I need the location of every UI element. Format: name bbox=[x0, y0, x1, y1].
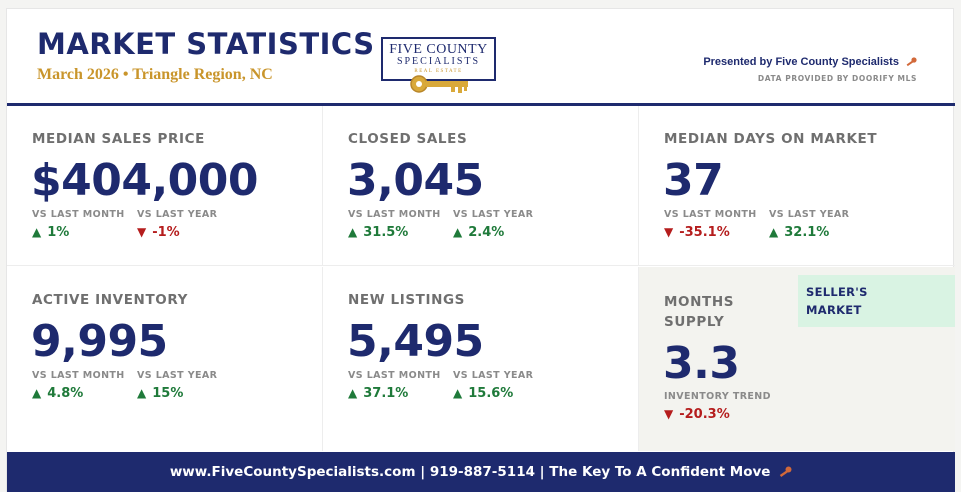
vs-last-year-label: VS LAST YEAR bbox=[453, 370, 534, 381]
stat-label: CLOSED SALES bbox=[348, 131, 468, 147]
stat-label: MEDIAN SALES PRICE bbox=[32, 131, 205, 147]
vs-last-month-label: VS LAST MONTH bbox=[32, 209, 125, 220]
year-change-value: 15.6% bbox=[468, 386, 514, 401]
month-change: ▲ 37.1% bbox=[348, 386, 408, 401]
stat-value: 9,995 bbox=[31, 316, 168, 367]
triangle-up-icon: ▲ bbox=[453, 225, 463, 239]
key-icon bbox=[906, 57, 917, 67]
logo-line1: FIVE COUNTY bbox=[389, 42, 488, 57]
stat-label: MEDIAN DAYS ON MARKET bbox=[664, 131, 878, 147]
logo-line3: REAL ESTATE bbox=[414, 69, 463, 74]
stats-grid: MEDIAN SALES PRICE $404,000 VS LAST MONT… bbox=[7, 106, 955, 451]
triangle-up-icon: ▲ bbox=[137, 386, 147, 400]
triangle-down-icon: ▼ bbox=[664, 225, 674, 239]
triangle-up-icon: ▲ bbox=[453, 386, 463, 400]
header-divider bbox=[7, 103, 955, 106]
inventory-trend-label: INVENTORY TREND bbox=[664, 391, 771, 402]
badge-line2: MARKET bbox=[806, 303, 862, 317]
triangle-up-icon: ▲ bbox=[769, 225, 779, 239]
key-icon bbox=[410, 75, 468, 93]
market-statistics-card: MARKET STATISTICS March 2026 • Triangle … bbox=[6, 8, 955, 492]
vs-last-month-label: VS LAST MONTH bbox=[32, 370, 125, 381]
month-change-value: 4.8% bbox=[47, 386, 84, 401]
vs-last-year-label: VS LAST YEAR bbox=[453, 209, 534, 220]
year-change-value: -1% bbox=[152, 225, 180, 240]
month-change-value: 37.1% bbox=[363, 386, 409, 401]
month-change-value: -35.1% bbox=[679, 225, 730, 240]
triangle-up-icon: ▲ bbox=[32, 225, 42, 239]
year-change-value: 32.1% bbox=[784, 225, 830, 240]
month-change-value: 1% bbox=[47, 225, 70, 240]
triangle-down-icon: ▼ bbox=[137, 225, 147, 239]
vs-last-month-label: VS LAST MONTH bbox=[348, 370, 441, 381]
year-change: ▲ 15% bbox=[137, 386, 183, 401]
stat-label: ACTIVE INVENTORY bbox=[32, 292, 188, 308]
month-change-value: 31.5% bbox=[363, 225, 409, 240]
year-change: ▼ -1% bbox=[137, 225, 180, 240]
year-change-value: 2.4% bbox=[468, 225, 505, 240]
year-change-value: 15% bbox=[152, 386, 184, 401]
vs-last-year-label: VS LAST YEAR bbox=[137, 370, 218, 381]
data-source: DATA PROVIDED BY DOORIFY MLS bbox=[757, 74, 917, 83]
presented-by: Presented by Five County Specialists bbox=[703, 56, 917, 68]
page-title: MARKET STATISTICS bbox=[37, 27, 375, 61]
stat-label-line2: SUPPLY bbox=[664, 314, 725, 330]
month-change: ▲ 4.8% bbox=[32, 386, 83, 401]
year-change: ▲ 2.4% bbox=[453, 225, 504, 240]
triangle-up-icon: ▲ bbox=[32, 386, 42, 400]
stat-value: 3.3 bbox=[663, 338, 740, 389]
inventory-trend-change: ▼ -20.3% bbox=[664, 407, 730, 422]
vs-last-year-label: VS LAST YEAR bbox=[137, 209, 218, 220]
stat-median-sales-price: MEDIAN SALES PRICE $404,000 VS LAST MONT… bbox=[7, 106, 323, 266]
logo-line2: SPECIALISTS bbox=[396, 56, 481, 67]
market-status-badge: SELLER'S MARKET bbox=[798, 275, 955, 327]
stat-value: 5,495 bbox=[347, 316, 484, 367]
vs-last-month-label: VS LAST MONTH bbox=[664, 209, 757, 220]
footer-banner: www.FiveCountySpecialists.com | 919-887-… bbox=[7, 452, 955, 492]
stat-label-line1: MONTHS bbox=[664, 294, 735, 310]
stat-label: NEW LISTINGS bbox=[348, 292, 465, 308]
trend-change-value: -20.3% bbox=[679, 407, 730, 422]
triangle-up-icon: ▲ bbox=[348, 386, 358, 400]
badge-line1: SELLER'S bbox=[806, 285, 868, 299]
key-icon bbox=[779, 466, 792, 477]
header: MARKET STATISTICS March 2026 • Triangle … bbox=[7, 9, 955, 106]
stat-label: MONTHS SUPPLY bbox=[664, 292, 734, 332]
month-change: ▼ -35.1% bbox=[664, 225, 730, 240]
logo-frame: FIVE COUNTY SPECIALISTS REAL ESTATE bbox=[381, 37, 496, 81]
footer-text: www.FiveCountySpecialists.com | 919-887-… bbox=[169, 464, 771, 480]
stat-value: 3,045 bbox=[347, 155, 484, 206]
vs-last-month-label: VS LAST MONTH bbox=[348, 209, 441, 220]
stat-median-days-on-market: MEDIAN DAYS ON MARKET 37 VS LAST MONTH V… bbox=[639, 106, 955, 266]
month-change: ▲ 1% bbox=[32, 225, 69, 240]
triangle-up-icon: ▲ bbox=[348, 225, 358, 239]
company-logo: FIVE COUNTY SPECIALISTS REAL ESTATE bbox=[381, 37, 496, 97]
stat-closed-sales: CLOSED SALES 3,045 VS LAST MONTH VS LAST… bbox=[323, 106, 639, 266]
stat-value: $404,000 bbox=[31, 155, 259, 206]
year-change: ▲ 15.6% bbox=[453, 386, 513, 401]
stat-active-inventory: ACTIVE INVENTORY 9,995 VS LAST MONTH VS … bbox=[7, 267, 323, 451]
triangle-down-icon: ▼ bbox=[664, 407, 674, 421]
month-change: ▲ 31.5% bbox=[348, 225, 408, 240]
year-change: ▲ 32.1% bbox=[769, 225, 829, 240]
stat-new-listings: NEW LISTINGS 5,495 VS LAST MONTH VS LAST… bbox=[323, 267, 639, 451]
vs-last-year-label: VS LAST YEAR bbox=[769, 209, 850, 220]
stat-value: 37 bbox=[663, 155, 724, 206]
presented-by-text: Presented by Five County Specialists bbox=[703, 56, 899, 68]
page-subtitle: March 2026 • Triangle Region, NC bbox=[37, 66, 273, 83]
